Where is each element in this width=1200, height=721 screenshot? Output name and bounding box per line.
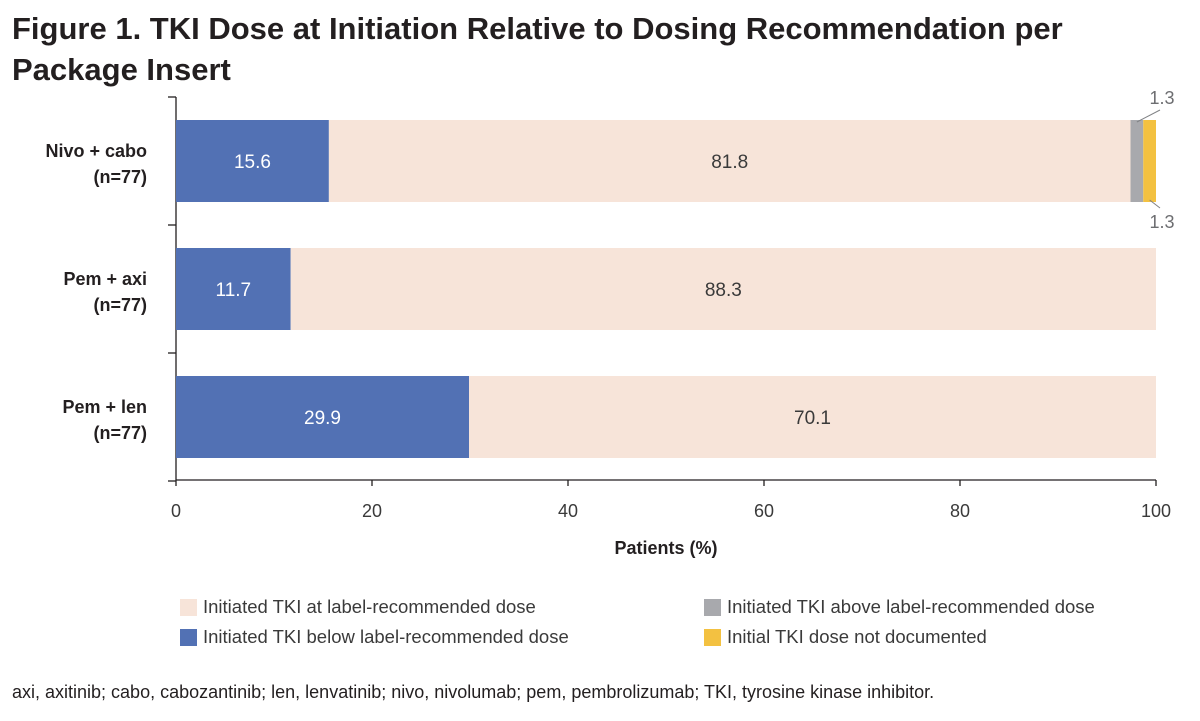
bar-segment	[469, 376, 1156, 458]
legend-label: Initiated TKI above label-recommended do…	[727, 596, 1095, 617]
category-n-label: (n=77)	[93, 295, 147, 315]
chart-title: Figure 1. TKI Dose at Initiation Relativ…	[12, 11, 1063, 87]
data-label: 29.9	[304, 408, 341, 429]
bar-segment	[290, 248, 1156, 330]
category-n-label: (n=77)	[93, 167, 147, 187]
legend-item: Initial TKI dose not documented	[704, 626, 987, 648]
legend-item: Initiated TKI above label-recommended do…	[704, 596, 1095, 618]
stacked-bar-chart: 0 20 40 60 80 100 Patients (%) Nivo + cabo (n=77…	[45, 88, 1174, 558]
legend-item: Initiated TKI below label-recommended do…	[180, 626, 569, 648]
category-label: Pem + axi	[63, 269, 147, 289]
bar-segment	[176, 120, 329, 202]
x-tick-label: 60	[754, 501, 774, 521]
legend-label: Initiated TKI below label-recommended do…	[203, 626, 569, 647]
legend-swatch	[704, 598, 721, 616]
x-tick-label: 0	[171, 501, 181, 521]
category-label: Nivo + cabo	[45, 141, 147, 161]
legend-label: Initiated TKI at label-recommended dose	[203, 596, 536, 617]
leader-line	[1149, 199, 1161, 209]
legend-swatch	[180, 598, 197, 616]
data-label: 81.8	[711, 152, 748, 173]
bar-segment	[176, 248, 291, 330]
data-label: 88.3	[705, 280, 742, 301]
data-label: 70.1	[794, 408, 831, 429]
x-tick-label: 40	[558, 501, 578, 521]
legend-swatch	[180, 628, 197, 646]
abbreviations-footnote: axi, axitinib; cabo, cabozantinib; len, …	[12, 682, 935, 702]
x-tick-label: 100	[1141, 501, 1171, 521]
data-label: 15.6	[234, 152, 271, 173]
x-tick-label: 80	[950, 501, 970, 521]
legend-label: Initial TKI dose not documented	[727, 626, 987, 647]
bar-segment	[176, 376, 470, 458]
bar-segment	[1143, 120, 1156, 202]
category-label: Pem + len	[62, 397, 147, 417]
data-label-callout: 1.3	[1149, 88, 1174, 108]
leader-line	[1136, 109, 1161, 123]
legend-item: Initiated TKI at label-recommended dose	[180, 596, 536, 618]
x-axis-title: Patients (%)	[614, 538, 717, 558]
bar-segment	[328, 120, 1131, 202]
category-n-label: (n=77)	[93, 423, 147, 443]
chart-legend: Initiated TKI at label-recommended dose I…	[180, 596, 1180, 656]
legend-swatch	[704, 628, 721, 646]
bar-segment	[1130, 120, 1144, 202]
data-label: 11.7	[216, 280, 252, 301]
x-tick-label: 20	[362, 501, 382, 521]
data-label-callout: 1.3	[1149, 212, 1174, 232]
